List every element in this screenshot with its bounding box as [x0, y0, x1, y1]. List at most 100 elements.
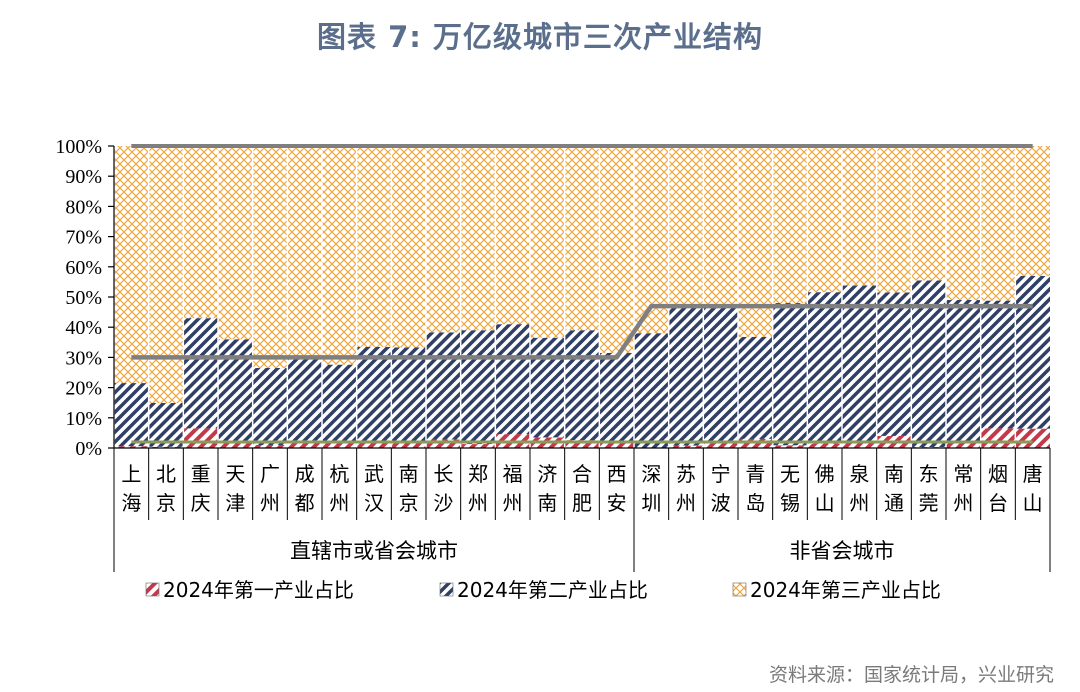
category-label-13-char-0: 合: [572, 462, 592, 486]
y-tick-label-3: 30%: [65, 347, 102, 369]
bar-tertiary-7: [356, 146, 392, 347]
bar-secondary-17: [703, 307, 738, 442]
category-label-1-char-1: 京: [156, 491, 176, 515]
legend: 2024年第一产业占比 2024年第二产业占比 2024年第三产业占比: [145, 578, 941, 602]
bar-tertiary-22: [876, 146, 912, 293]
bar-secondary-25: [980, 300, 1016, 429]
category-label-11-char-0: 福: [503, 462, 523, 486]
group-label-0: 直辖市或省会城市: [290, 539, 458, 563]
bar-primary-14: [599, 441, 634, 448]
category-label-17-char-1: 波: [711, 491, 731, 515]
category-label-2-char-1: 庆: [191, 491, 211, 515]
bar-tertiary-12: [530, 146, 565, 338]
legend-label-primary: 2024年第一产业占比: [163, 578, 354, 602]
bar-secondary-6: [322, 364, 357, 444]
bar-primary-25: [980, 428, 1016, 448]
category-labels-layer: 上海北京重庆天津广州成都杭州武汉南京长沙郑州福州济南合肥西安深圳苏州宁波青岛无锡…: [121, 462, 1042, 563]
bar-primary-9: [426, 439, 461, 448]
bar-secondary-7: [356, 346, 392, 442]
bar-secondary-24: [946, 300, 981, 443]
y-tick-label-7: 70%: [65, 227, 102, 249]
category-label-12-char-0: 济: [537, 462, 557, 486]
bar-primary-2: [183, 428, 218, 448]
bar-secondary-22: [876, 292, 912, 436]
legend-label-tertiary: 2024年第三产业占比: [750, 578, 941, 602]
bar-primary-4: [252, 444, 288, 448]
category-label-14-char-0: 西: [607, 462, 627, 486]
y-tick-label-0: 0%: [75, 438, 102, 460]
category-label-7-char-0: 武: [364, 462, 384, 486]
bar-primary-7: [356, 441, 392, 448]
category-label-8-char-1: 京: [399, 491, 419, 515]
bar-tertiary-15: [634, 146, 669, 334]
category-label-10-char-1: 州: [468, 491, 488, 515]
category-label-4-char-1: 州: [260, 491, 280, 515]
bar-secondary-8: [391, 347, 426, 443]
bar-secondary-26: [1015, 275, 1050, 429]
category-label-23-char-0: 东: [919, 462, 939, 486]
category-label-3-char-1: 津: [225, 491, 245, 515]
category-label-9-char-1: 沙: [433, 491, 453, 515]
bar-primary-8: [391, 442, 426, 448]
y-tick-label-2: 20%: [65, 378, 102, 400]
category-label-20-char-1: 山: [815, 491, 835, 515]
category-label-7-char-1: 汉: [364, 491, 384, 515]
category-label-10-char-0: 郑: [468, 462, 488, 486]
bar-secondary-11: [495, 324, 530, 435]
bar-tertiary-23: [911, 146, 946, 281]
bar-secondary-15: [634, 333, 669, 448]
bar-primary-1: [148, 446, 184, 448]
category-label-20-char-0: 佛: [815, 462, 835, 486]
category-label-23-char-1: 莞: [919, 491, 939, 515]
bar-tertiary-17: [703, 146, 738, 308]
y-tick-label-6: 60%: [65, 257, 102, 279]
bar-tertiary-16: [668, 146, 704, 307]
category-label-26-char-1: 山: [1023, 491, 1043, 515]
bar-primary-21: [842, 443, 877, 448]
bar-primary-16: [668, 445, 704, 448]
bar-primary-26: [1015, 428, 1050, 448]
y-tick-label-5: 50%: [65, 287, 102, 309]
category-label-17-char-0: 宁: [711, 462, 731, 486]
category-label-3-char-0: 天: [225, 462, 245, 486]
bar-primary-13: [564, 440, 600, 448]
category-label-15-char-1: 圳: [641, 491, 661, 515]
bar-tertiary-14: [599, 146, 634, 353]
bar-primary-3: [218, 443, 253, 448]
category-label-22-char-0: 南: [884, 462, 904, 486]
category-label-21-char-0: 泉: [849, 462, 869, 486]
source-note: 资料来源：国家统计局，兴业研究: [768, 664, 1054, 686]
bar-tertiary-6: [322, 146, 357, 365]
bar-tertiary-24: [946, 146, 981, 301]
category-label-1-char-0: 北: [156, 462, 176, 486]
bar-secondary-9: [426, 332, 461, 440]
y-tick-label-4: 40%: [65, 317, 102, 339]
bar-primary-6: [322, 443, 357, 448]
bar-secondary-16: [668, 306, 704, 446]
category-label-4-char-0: 广: [260, 462, 280, 486]
category-label-25-char-1: 台: [988, 491, 1008, 515]
bar-primary-10: [460, 444, 496, 448]
category-label-12-char-1: 南: [537, 491, 557, 515]
bar-tertiary-0: [114, 146, 149, 384]
bar-primary-20: [807, 443, 842, 448]
bar-primary-17: [703, 441, 738, 448]
bar-secondary-1: [148, 403, 184, 447]
category-label-0-char-0: 上: [121, 462, 141, 486]
bar-tertiary-2: [183, 146, 218, 319]
average-lines-layer: [131, 144, 1033, 444]
bar-secondary-13: [564, 330, 600, 441]
chart-title: 图表 7: 万亿级城市三次产业结构: [317, 20, 763, 54]
bar-tertiary-20: [807, 146, 842, 293]
bar-tertiary-9: [426, 146, 461, 333]
bar-tertiary-11: [495, 146, 530, 325]
category-label-25-char-0: 烟: [988, 462, 1008, 486]
category-label-18-char-1: 岛: [745, 491, 765, 515]
category-label-16-char-0: 苏: [676, 462, 696, 486]
legend-label-secondary: 2024年第二产业占比: [457, 578, 648, 602]
bar-secondary-21: [842, 285, 877, 444]
bar-tertiary-1: [148, 146, 184, 403]
bar-secondary-4: [252, 367, 288, 445]
y-tick-label-8: 80%: [65, 196, 102, 218]
bar-secondary-18: [738, 336, 773, 439]
